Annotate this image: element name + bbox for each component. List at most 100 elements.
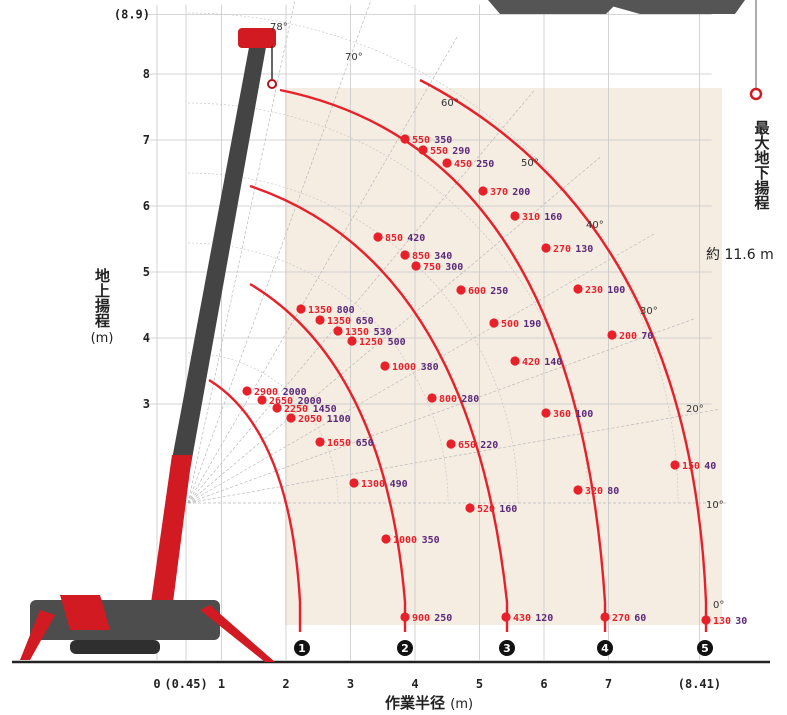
- x-tick-label: (8.41): [678, 677, 721, 691]
- x-axis-title-text: 作業半径: [385, 694, 446, 712]
- chart-point: [286, 413, 296, 423]
- chart-point: [242, 386, 252, 396]
- point-value-a: 2250: [284, 404, 308, 415]
- point-value-a: 450: [454, 159, 472, 170]
- point-value-b: 200: [512, 187, 530, 198]
- point-value-b: 380: [421, 362, 439, 373]
- boom-curve-2: [249, 282, 407, 603]
- x-tick-label: 5: [476, 677, 483, 691]
- crane-track: [70, 640, 160, 654]
- chart-point: [427, 393, 437, 403]
- boom-lower: [150, 455, 192, 610]
- point-value-a: 150: [682, 461, 700, 472]
- x-tick-label: 0: [153, 677, 160, 691]
- chart-point: [315, 437, 325, 447]
- point-value-b: 290: [452, 146, 470, 157]
- guide-arc: [187, 12, 679, 504]
- point-value-a: 500: [501, 319, 519, 330]
- boom-curve-4: [279, 88, 607, 603]
- chart-point: [607, 330, 617, 340]
- point-value-a: 1000: [393, 535, 417, 546]
- x-tick-label: (0.45): [164, 677, 207, 691]
- point-value-a: 1250: [359, 337, 383, 348]
- max-underground-depth: 約 11.6 m: [706, 247, 774, 263]
- point-value-a: 800: [439, 394, 457, 405]
- point-value-b: 120: [535, 613, 553, 624]
- chart-point: [600, 612, 610, 622]
- point-value-b: 140: [544, 357, 562, 368]
- point-value-a: 850: [412, 251, 430, 262]
- chart-point: [418, 145, 428, 155]
- angle-line: [187, 89, 536, 504]
- x-tick-label: 4: [411, 677, 418, 691]
- y-axis-title: 地上揚程 (m): [82, 268, 122, 348]
- point-value-a: 1300: [361, 479, 385, 490]
- grid: [12, 4, 770, 664]
- chart-point: [510, 211, 520, 221]
- max-underground-text: 最大地下揚程: [752, 120, 771, 210]
- angle-line: [187, 0, 372, 504]
- chart-point: [573, 485, 583, 495]
- chart-point: [510, 356, 520, 366]
- y-axis-title-text: 地上揚程: [93, 268, 111, 328]
- x-tick-label: 2: [282, 677, 289, 691]
- boom-curve-5: [419, 78, 708, 603]
- point-value-b: 190: [523, 319, 541, 330]
- point-value-a: 270: [553, 244, 571, 255]
- point-value-b: 1100: [327, 414, 351, 425]
- point-value-b: 280: [461, 394, 479, 405]
- point-value-a: 230: [585, 285, 603, 296]
- point-value-b: 350: [434, 135, 452, 146]
- point-value-b: 250: [476, 159, 494, 170]
- chart-point: [442, 158, 452, 168]
- angle-label: 40°: [586, 220, 604, 231]
- point-value-b: 2000: [283, 387, 307, 398]
- point-value-a: 1350: [308, 305, 332, 316]
- point-value-b: 160: [499, 504, 517, 515]
- point-value-b: 130: [575, 244, 593, 255]
- x-tick-label: 1: [218, 677, 225, 691]
- boom-number-label: 4: [601, 642, 609, 655]
- point-value-b: 490: [390, 479, 408, 490]
- boom-number-label: 5: [701, 642, 709, 655]
- point-value-a: 550: [412, 135, 430, 146]
- angle-line: [187, 0, 296, 504]
- chart-point: [670, 460, 680, 470]
- x-tick-label: 6: [540, 677, 547, 691]
- guide-arc: [187, 102, 589, 504]
- boom-number-label: 3: [503, 642, 511, 655]
- chart-point: [400, 134, 410, 144]
- x-axis-unit: (m): [450, 697, 474, 712]
- chart-point: [489, 318, 499, 328]
- point-value-a: 420: [522, 357, 540, 368]
- y-tick-label: 7: [143, 133, 150, 147]
- angle-label: 60°: [441, 98, 459, 109]
- guide-arc: [187, 352, 339, 504]
- point-value-b: 100: [575, 409, 593, 420]
- boom-curve-1: [208, 378, 302, 603]
- y-tick-label: (8.9): [114, 8, 150, 22]
- point-value-a: 370: [490, 187, 508, 198]
- point-value-a: 900: [412, 613, 430, 624]
- boom-number-label: 2: [401, 642, 409, 655]
- point-value-b: 80: [607, 486, 619, 497]
- point-value-b: 250: [490, 286, 508, 297]
- point-value-b: 250: [434, 613, 452, 624]
- point-value-a: 650: [458, 440, 476, 451]
- point-value-a: 270: [612, 613, 630, 624]
- chart-point: [465, 503, 475, 513]
- point-value-b: 800: [337, 305, 355, 316]
- y-tick-label: 3: [143, 397, 150, 411]
- chart-point: [296, 304, 306, 314]
- boom-number-badge: [294, 640, 310, 656]
- angle-line: [187, 317, 696, 504]
- angle-label: 0°: [713, 600, 724, 611]
- point-value-a: 1000: [392, 362, 416, 373]
- chart-point: [315, 315, 325, 325]
- angle-line: [187, 35, 459, 504]
- point-value-b: 420: [407, 233, 425, 244]
- top-jib-right: [590, 0, 745, 14]
- angle-line: [187, 155, 602, 504]
- boom-curve-3: [249, 184, 509, 603]
- chart-point: [400, 250, 410, 260]
